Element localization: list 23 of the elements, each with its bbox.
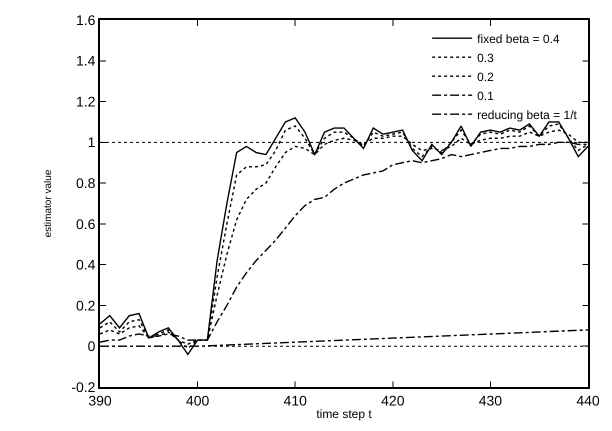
- y-axis-title: estimator value: [42, 169, 54, 238]
- x-tick-label: 400: [186, 392, 210, 409]
- y-tick-label: 0.2: [76, 297, 96, 314]
- x-tick-label: 390: [88, 392, 112, 409]
- legend-label: fixed beta = 0.4: [477, 32, 560, 46]
- x-tick-label: 440: [576, 392, 600, 409]
- x-axis-title: time step t: [316, 406, 372, 421]
- y-tick-label: 0.6: [76, 216, 96, 232]
- x-tick-label: 420: [381, 392, 405, 409]
- y-tick-label: 1.2: [76, 93, 96, 110]
- y-tick-label: 1.6: [76, 12, 96, 28]
- legend-label: reducing beta = 1/t: [477, 108, 578, 122]
- y-tick-label: 0.4: [76, 256, 96, 273]
- legend-label: 0.2: [477, 70, 494, 84]
- y-tick-label: 1: [88, 134, 96, 150]
- x-tick-label: 430: [478, 392, 502, 409]
- y-tick-label: 0.8: [76, 175, 96, 192]
- x-tick-label: 410: [284, 392, 308, 409]
- y-tick-label: 0: [88, 338, 96, 354]
- legend-label: 0.1: [477, 88, 494, 103]
- y-tick-label: -0.2: [71, 378, 96, 395]
- y-tick-label: 1.4: [76, 52, 96, 69]
- legend-label: 0.3: [477, 50, 494, 65]
